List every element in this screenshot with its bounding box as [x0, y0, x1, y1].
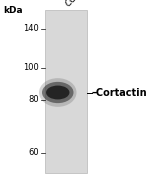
Text: 140: 140 — [23, 24, 39, 33]
Text: 100: 100 — [23, 63, 39, 72]
Ellipse shape — [46, 85, 69, 100]
Ellipse shape — [42, 82, 74, 103]
Ellipse shape — [39, 78, 76, 107]
Text: 80: 80 — [28, 95, 39, 104]
Text: 60: 60 — [28, 148, 39, 157]
Text: kDa: kDa — [3, 6, 23, 16]
Bar — [45, 10, 87, 173]
Text: –Cortactin: –Cortactin — [92, 88, 147, 97]
Text: COS: COS — [64, 0, 84, 8]
